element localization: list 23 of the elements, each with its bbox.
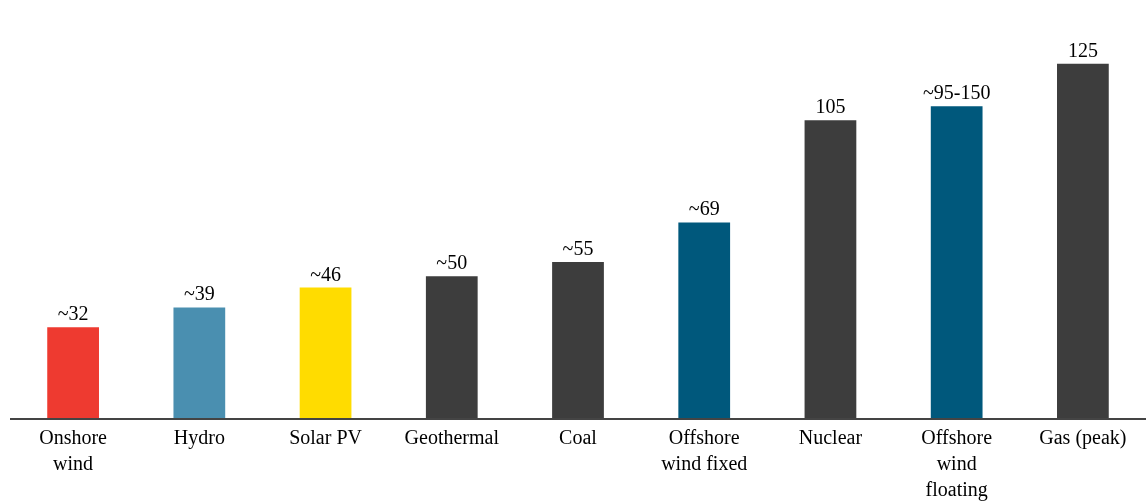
data-label: ~69 — [688, 197, 720, 220]
data-label: 105 — [815, 95, 846, 118]
x-tick-label: Nuclear — [798, 425, 863, 448]
data-label: ~32 — [57, 302, 89, 325]
data-label: ~55 — [562, 237, 594, 260]
x-tick-label: Gas (peak) — [1039, 425, 1127, 449]
x-tick-label: Offshore wind fixed — [661, 425, 748, 474]
bar — [299, 287, 352, 418]
data-label: 125 — [1067, 38, 1098, 61]
data-label: ~46 — [310, 262, 341, 285]
bar — [173, 307, 226, 418]
x-tick-label: Solar PV — [289, 425, 363, 448]
bar — [678, 222, 731, 418]
x-tick-label: Onshore wind — [39, 425, 108, 474]
x-tick-label: Offshore wind floating — [921, 425, 993, 501]
bar — [930, 106, 983, 418]
bar — [47, 327, 99, 418]
x-tick-label: Coal — [559, 425, 598, 448]
data-label: ~39 — [183, 282, 215, 305]
x-tick-label: Hydro — [173, 425, 225, 449]
data-label: ~95-150 — [922, 81, 991, 104]
x-tick-label: Geothermal — [404, 425, 500, 448]
data-label: ~50 — [436, 251, 468, 274]
